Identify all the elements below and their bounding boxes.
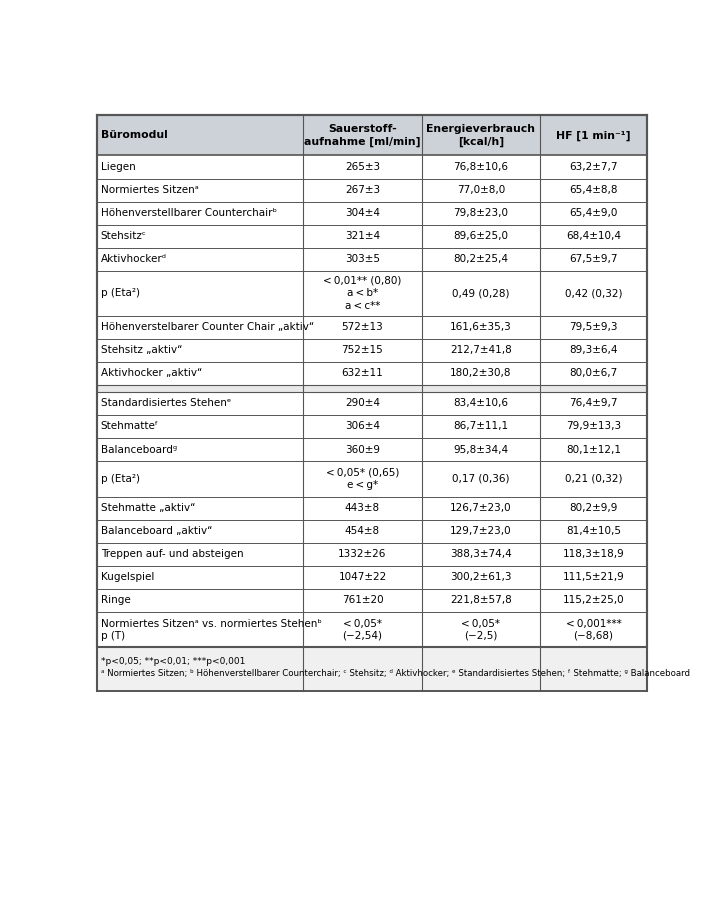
Text: 454±8: 454±8	[345, 526, 380, 536]
Text: < 0,05* (0,65)
e < g*: < 0,05* (0,65) e < g*	[326, 468, 399, 490]
Text: 321±4: 321±4	[345, 231, 380, 241]
Bar	[97, 178, 647, 202]
Text: 1332±26: 1332±26	[338, 550, 387, 560]
Text: 752±15: 752±15	[341, 345, 383, 355]
Text: 79,5±9,3: 79,5±9,3	[569, 322, 618, 332]
Text: Normiertes Sitzenᵃ: Normiertes Sitzenᵃ	[101, 185, 199, 195]
Bar	[97, 497, 647, 520]
Bar	[97, 566, 647, 589]
Text: 79,9±13,3: 79,9±13,3	[566, 421, 621, 431]
Text: Liegen: Liegen	[101, 162, 136, 172]
Text: Treppen auf- und absteigen: Treppen auf- und absteigen	[101, 550, 243, 560]
Text: 0,42 (0,32): 0,42 (0,32)	[565, 288, 622, 298]
Text: 388,3±74,4: 388,3±74,4	[450, 550, 512, 560]
Text: Balanceboardᵍ: Balanceboardᵍ	[101, 445, 177, 454]
Text: 221,8±57,8: 221,8±57,8	[450, 595, 512, 605]
Text: 290±4: 290±4	[345, 399, 380, 409]
Text: 68,4±10,4: 68,4±10,4	[566, 231, 621, 241]
Text: Aktivhockerᵈ: Aktivhockerᵈ	[101, 255, 167, 264]
Text: 79,8±23,0: 79,8±23,0	[453, 208, 508, 218]
Text: 129,7±23,0: 129,7±23,0	[450, 526, 512, 536]
Text: 80,2±25,4: 80,2±25,4	[453, 255, 508, 264]
Bar	[97, 225, 647, 248]
Bar	[97, 202, 647, 225]
Text: 304±4: 304±4	[345, 208, 380, 218]
Text: Höhenverstellbarer Counterchairᵇ: Höhenverstellbarer Counterchairᵇ	[101, 208, 277, 218]
Text: 111,5±21,9: 111,5±21,9	[563, 572, 624, 582]
Bar	[97, 271, 647, 316]
Bar	[97, 415, 647, 438]
Text: < 0,05*
(−2,54): < 0,05* (−2,54)	[343, 619, 383, 641]
Text: Kugelspiel: Kugelspiel	[101, 572, 154, 582]
Text: 80,0±6,7: 80,0±6,7	[569, 369, 618, 379]
Bar	[97, 116, 647, 647]
Text: Büromodul: Büromodul	[101, 130, 168, 140]
Text: 81,4±10,5: 81,4±10,5	[566, 526, 621, 536]
Text: p (Eta²): p (Eta²)	[101, 474, 140, 484]
Bar	[97, 385, 647, 392]
Text: 1047±22: 1047±22	[338, 572, 386, 582]
Text: 89,6±25,0: 89,6±25,0	[453, 231, 508, 241]
Text: 632±11: 632±11	[341, 369, 383, 379]
Text: p (Eta²): p (Eta²)	[101, 288, 140, 298]
Bar	[97, 392, 647, 415]
Text: 77,0±8,0: 77,0±8,0	[457, 185, 505, 195]
Bar	[97, 156, 647, 178]
Bar	[97, 542, 647, 566]
Text: 0,49 (0,28): 0,49 (0,28)	[452, 288, 510, 298]
Text: Aktivhocker „aktiv“: Aktivhocker „aktiv“	[101, 369, 203, 379]
Text: 303±5: 303±5	[345, 255, 380, 264]
Text: 180,2±30,8: 180,2±30,8	[450, 369, 512, 379]
Text: Energieverbrauch
[kcal/h]: Energieverbrauch [kcal/h]	[426, 124, 535, 147]
Text: < 0,001***
(−8,68): < 0,001*** (−8,68)	[566, 619, 621, 641]
Text: < 0,05*
(−2,5): < 0,05* (−2,5)	[461, 619, 500, 641]
Text: 76,8±10,6: 76,8±10,6	[453, 162, 508, 172]
Text: *p<0,05; **p<0,01; ***p<0,001: *p<0,05; **p<0,01; ***p<0,001	[101, 657, 245, 666]
Bar	[97, 248, 647, 271]
Text: Standardisiertes Stehenᵉ: Standardisiertes Stehenᵉ	[101, 399, 231, 409]
Bar	[97, 316, 647, 339]
Text: Ringe: Ringe	[101, 595, 131, 605]
Bar	[97, 647, 647, 691]
Text: 76,4±9,7: 76,4±9,7	[569, 399, 618, 409]
Text: 0,17 (0,36): 0,17 (0,36)	[452, 474, 510, 484]
Text: 300,2±61,3: 300,2±61,3	[450, 572, 512, 582]
Text: Stehmatte „aktiv“: Stehmatte „aktiv“	[101, 503, 195, 513]
Bar	[97, 520, 647, 542]
Text: 0,21 (0,32): 0,21 (0,32)	[565, 474, 622, 484]
Text: < 0,01** (0,80)
a < b*
a < c**: < 0,01** (0,80) a < b* a < c**	[323, 276, 401, 310]
Bar	[97, 461, 647, 497]
Text: HF [1 min⁻¹]: HF [1 min⁻¹]	[556, 130, 631, 140]
Text: Stehsitzᶜ: Stehsitzᶜ	[101, 231, 147, 241]
Text: 80,2±9,9: 80,2±9,9	[569, 503, 618, 513]
Text: Normiertes Sitzenᵃ vs. normiertes Stehenᵇ
p (T): Normiertes Sitzenᵃ vs. normiertes Stehen…	[101, 619, 322, 641]
Bar	[97, 438, 647, 461]
Text: 267±3: 267±3	[345, 185, 380, 195]
Text: 89,3±6,4: 89,3±6,4	[569, 345, 618, 355]
Text: 360±9: 360±9	[345, 445, 380, 454]
Text: 80,1±12,1: 80,1±12,1	[566, 445, 621, 454]
Text: 306±4: 306±4	[345, 421, 380, 431]
Bar	[97, 612, 647, 647]
Text: 443±8: 443±8	[345, 503, 380, 513]
Text: 63,2±7,7: 63,2±7,7	[569, 162, 618, 172]
Text: 115,2±25,0: 115,2±25,0	[563, 595, 624, 605]
Text: 761±20: 761±20	[342, 595, 383, 605]
Text: 67,5±9,7: 67,5±9,7	[569, 255, 618, 264]
Bar	[97, 362, 647, 385]
Text: Stehmatteᶠ: Stehmatteᶠ	[101, 421, 159, 431]
Text: 161,6±35,3: 161,6±35,3	[450, 322, 512, 332]
Text: ᵃ Normiertes Sitzen; ᵇ Höhenverstellbarer Counterchair; ᶜ Stehsitz; ᵈ Aktivhocke: ᵃ Normiertes Sitzen; ᵇ Höhenverstellbare…	[101, 669, 690, 678]
Text: 65,4±9,0: 65,4±9,0	[569, 208, 618, 218]
Text: 572±13: 572±13	[341, 322, 383, 332]
Text: Höhenverstelbarer Counter Chair „aktiv“: Höhenverstelbarer Counter Chair „aktiv“	[101, 322, 314, 332]
Text: Stehsitz „aktiv“: Stehsitz „aktiv“	[101, 345, 182, 355]
Text: Sauerstoff-
aufnahme [ml/min]: Sauerstoff- aufnahme [ml/min]	[304, 124, 420, 147]
Text: 95,8±34,4: 95,8±34,4	[453, 445, 508, 454]
Bar	[97, 339, 647, 362]
Text: 86,7±11,1: 86,7±11,1	[453, 421, 508, 431]
Text: 118,3±18,9: 118,3±18,9	[563, 550, 624, 560]
Text: 126,7±23,0: 126,7±23,0	[450, 503, 512, 513]
Bar	[97, 116, 647, 156]
Text: 83,4±10,6: 83,4±10,6	[453, 399, 508, 409]
